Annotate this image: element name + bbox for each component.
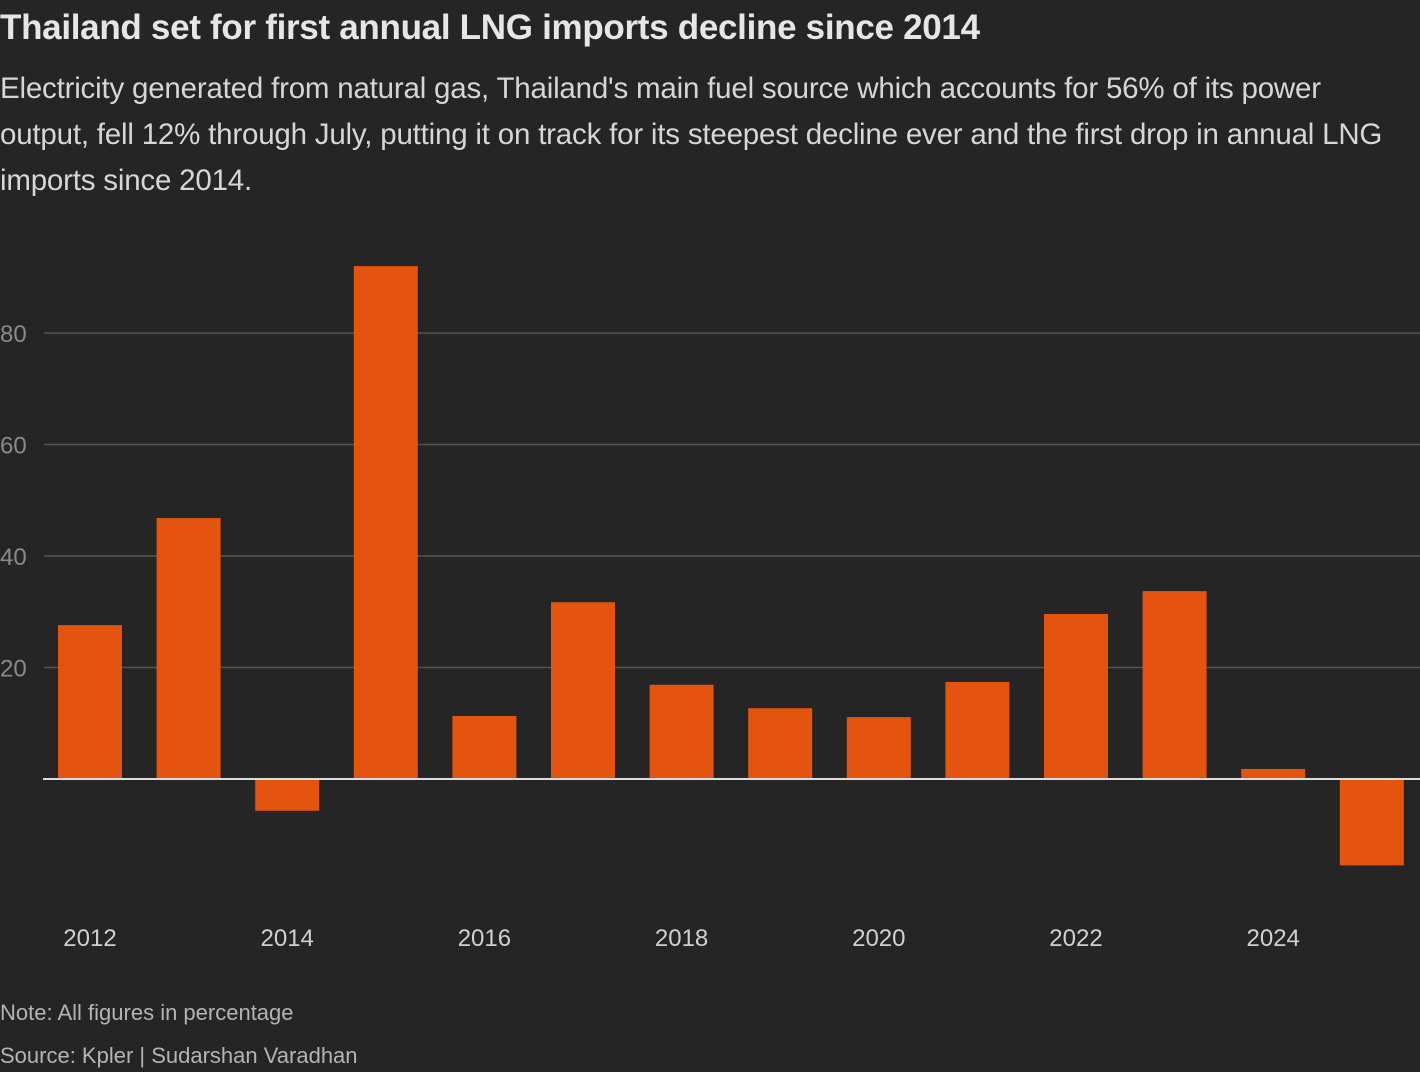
bar-2022: [1044, 613, 1108, 779]
bar-2019: [748, 708, 813, 779]
gridlines: [44, 332, 1420, 669]
chart-title: Thailand set for first annual LNG import…: [0, 8, 980, 47]
x-tick-label: 2014: [261, 925, 314, 952]
bar-2021: [945, 681, 1010, 779]
x-tick-label: 2016: [458, 925, 511, 952]
bar-2014: [255, 779, 320, 811]
source-credit: Source: Kpler | Sudarshan Varadhan: [0, 1043, 358, 1068]
y-tick-label: 40: [0, 544, 27, 571]
bar-chart: 20 40 60 80 2012 2014 2016 2018 2020 2022 2024: [0, 266, 1420, 952]
y-tick-label: 80: [0, 321, 27, 348]
x-tick-label: 2012: [63, 925, 116, 952]
footnote: Note: All figures in percentage: [0, 1000, 294, 1025]
x-tick-label: 2020: [852, 925, 905, 952]
bar-2023: [1142, 591, 1207, 779]
y-tick-label: 20: [0, 656, 27, 683]
x-tick-label: 2022: [1049, 925, 1102, 952]
bar-2013: [156, 518, 221, 779]
y-axis-ticks: 20 40 60 80: [0, 321, 27, 683]
bar-2017: [551, 602, 615, 779]
y-tick-label: 60: [0, 433, 27, 460]
bar-2015: [353, 266, 418, 780]
chart-subtitle: Electricity generated from natural gas, …: [0, 72, 1383, 197]
bar-2025: [1339, 779, 1404, 866]
x-tick-label: 2018: [655, 925, 708, 952]
bar-2012: [58, 625, 122, 779]
bar-2024: [1241, 768, 1306, 779]
bar-2018: [649, 684, 714, 779]
bars: [58, 266, 1404, 866]
x-axis-ticks: 2012 2014 2016 2018 2020 2022 2024: [63, 925, 1300, 952]
x-tick-label: 2024: [1247, 925, 1300, 952]
bar-2020: [846, 717, 911, 779]
bar-2016: [452, 716, 517, 779]
